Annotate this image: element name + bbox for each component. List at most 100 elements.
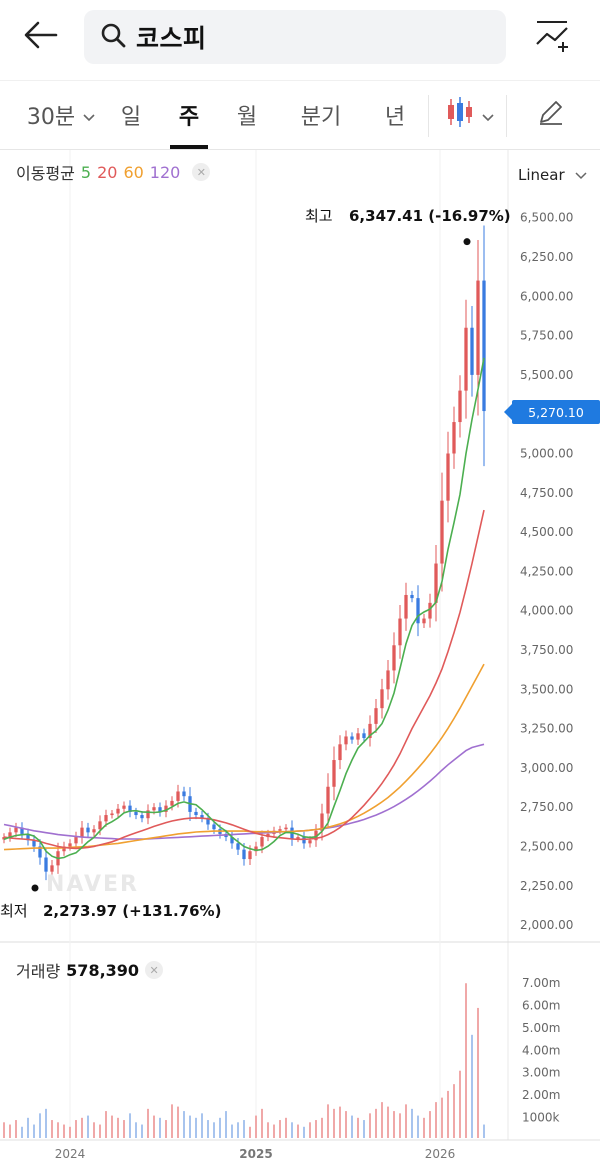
candle-body (368, 723, 372, 739)
moving-average-legend: 이동평균 5 20 60 120 ✕ (16, 160, 216, 184)
candle-body (146, 810, 150, 819)
ma-5: 5 (80, 162, 92, 182)
volume-bar (327, 1104, 329, 1138)
candle-body (410, 594, 414, 599)
candle-body (452, 422, 456, 454)
candle-body (122, 805, 126, 809)
volume-bar (9, 1124, 11, 1138)
search-box[interactable]: 코스피 (84, 10, 506, 64)
volume-tick-label: 6.00m (522, 998, 560, 1012)
candle-body (398, 618, 402, 646)
volume-bar (333, 1108, 335, 1138)
volume-bar (339, 1106, 341, 1138)
chevron-down-icon (569, 166, 587, 184)
volume-bar (393, 1111, 395, 1138)
candle-body (2, 837, 6, 840)
chart-type-button[interactable] (440, 81, 500, 149)
period-tabs: 30분 일 주 월 분기 년 (0, 80, 600, 150)
ma120-line (3, 743, 485, 840)
candle-body (50, 865, 54, 872)
volume-bar (3, 1122, 5, 1138)
tab-year[interactable]: 년 (370, 81, 420, 149)
ma5-line (3, 357, 485, 860)
ma-20: 20 (97, 162, 118, 182)
chevron-down-icon (83, 103, 95, 128)
tab-day-label: 일 (120, 105, 142, 130)
volume-bar (81, 1117, 83, 1138)
current-price-tag: 5,270.10 (504, 400, 600, 424)
close-icon[interactable]: ✕ (145, 961, 164, 979)
tab-month[interactable]: 월 (222, 81, 272, 149)
y-tick-label: 3,000.00 (520, 761, 573, 775)
tab-week[interactable]: 주 (170, 81, 208, 149)
candle-body (44, 857, 48, 872)
tab-divider (506, 95, 507, 137)
volume-bar (57, 1122, 59, 1138)
candle-body (14, 827, 18, 833)
candle-body (20, 827, 24, 834)
scale-select[interactable]: Linear (518, 166, 587, 184)
x-tick-label: 2024 (55, 1147, 86, 1161)
y-tick-label: 4,000.00 (520, 604, 573, 618)
low-value: 2,273.97 (+131.76%) (43, 902, 221, 920)
y-tick-label: 2,500.00 (520, 840, 573, 854)
volume-bar (69, 1126, 71, 1138)
volume-bar (459, 1070, 461, 1138)
candle-body (230, 837, 234, 844)
candle-body (200, 815, 204, 819)
volume-bar (255, 1115, 257, 1138)
volume-bar (411, 1108, 413, 1138)
candle-body (26, 833, 30, 841)
volume-bar (357, 1117, 359, 1138)
volume-bar (99, 1124, 101, 1138)
candle-body (62, 846, 66, 852)
volume-bar (213, 1122, 215, 1138)
candle-body (236, 843, 240, 850)
candle-body (80, 827, 84, 838)
y-tick-label: 5,000.00 (520, 447, 573, 461)
volume-bar (321, 1117, 323, 1138)
volume-bar (231, 1124, 233, 1138)
candle-body (386, 670, 390, 690)
volume-bar (51, 1120, 53, 1138)
candle-body (422, 618, 426, 624)
volume-tick-label: 3.00m (522, 1066, 560, 1080)
y-tick-label: 3,750.00 (520, 643, 573, 657)
volume-bar (441, 1097, 443, 1138)
tab-30min[interactable]: 30분 (18, 81, 104, 149)
tab-day[interactable]: 일 (106, 81, 156, 149)
volume-bar (447, 1090, 449, 1138)
candle-body (362, 733, 366, 739)
close-icon[interactable]: ✕ (192, 163, 211, 181)
volume-bar (117, 1117, 119, 1138)
y-tick-label: 3,500.00 (520, 682, 573, 696)
candle-body (260, 837, 264, 847)
volume-tick-label: 7.00m (522, 976, 560, 990)
volume-bar (135, 1122, 137, 1138)
volume-bar (87, 1115, 89, 1138)
candle-body (104, 815, 108, 822)
volume-bar (429, 1111, 431, 1138)
candle-body (308, 840, 312, 844)
candlestick-icon (446, 95, 474, 135)
volume-bar (159, 1117, 161, 1138)
volume-bar (147, 1108, 149, 1138)
candle-body (86, 827, 90, 833)
y-tick-label: 4,500.00 (520, 525, 573, 539)
back-button[interactable] (18, 14, 64, 60)
volume-bar (123, 1120, 125, 1138)
low-label: 최저 (0, 902, 28, 920)
volume-bar (195, 1117, 197, 1138)
volume-bar (399, 1113, 401, 1138)
y-tick-label: 4,250.00 (520, 564, 573, 578)
volume-legend: 거래량 578,390 ✕ (16, 958, 164, 982)
add-compare-button[interactable] (528, 16, 578, 60)
y-tick-label: 6,000.00 (520, 289, 573, 303)
volume-bar (237, 1122, 239, 1138)
draw-button[interactable] (520, 81, 582, 149)
tab-quarter[interactable]: 분기 (290, 81, 352, 149)
low-marker (31, 884, 39, 892)
candle-body (428, 602, 432, 619)
volume-bar (63, 1124, 65, 1138)
